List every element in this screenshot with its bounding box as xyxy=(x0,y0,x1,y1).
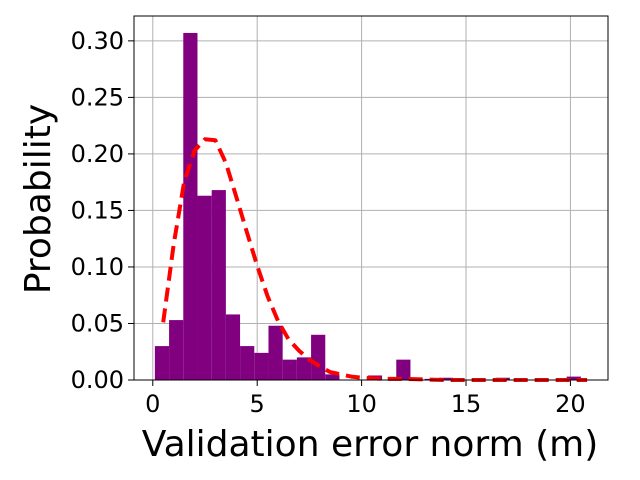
histogram-bar xyxy=(396,359,411,380)
plot-frame xyxy=(133,15,609,381)
x-tick-label: 5 xyxy=(250,390,265,418)
x-tick-label: 15 xyxy=(451,390,482,418)
histogram-bar xyxy=(296,357,312,380)
histogram-bar xyxy=(282,359,297,380)
histogram-bar xyxy=(311,334,326,380)
histogram-bar xyxy=(325,374,340,380)
histogram-bar xyxy=(169,320,184,380)
y-tick-label: 0.05 xyxy=(71,309,124,337)
x-tick-label: 10 xyxy=(346,390,377,418)
y-tick-label: 0.20 xyxy=(71,140,124,168)
histogram-bar xyxy=(225,314,241,380)
histogram-bars xyxy=(154,32,581,381)
histogram-bar xyxy=(197,195,212,380)
histogram-bar xyxy=(154,346,170,380)
y-tick-label: 0.15 xyxy=(71,196,124,224)
y-tick-label: 0.10 xyxy=(71,253,124,281)
histogram-bar xyxy=(566,376,581,380)
y-axis-ticks: 0.00 0.05 0.10 0.15 0.20 0.25 0.30 xyxy=(71,27,134,394)
y-tick-label: 0.00 xyxy=(71,366,124,394)
histogram-bar xyxy=(438,377,454,380)
x-axis-label: Validation error norm (m) xyxy=(142,424,599,465)
histogram-bar xyxy=(254,352,269,380)
x-tick-label: 20 xyxy=(555,390,586,418)
x-axis-ticks: 0 5 10 15 20 xyxy=(145,380,586,418)
y-tick-label: 0.30 xyxy=(71,27,124,55)
histogram-bar xyxy=(211,190,226,380)
x-tick-label: 0 xyxy=(145,390,160,418)
histogram-bar xyxy=(183,32,198,381)
y-axis-label: Probability xyxy=(18,104,59,294)
axes xyxy=(133,15,609,381)
y-tick-label: 0.25 xyxy=(71,83,124,111)
histogram-bar xyxy=(240,346,255,380)
histogram-bar xyxy=(268,325,283,380)
